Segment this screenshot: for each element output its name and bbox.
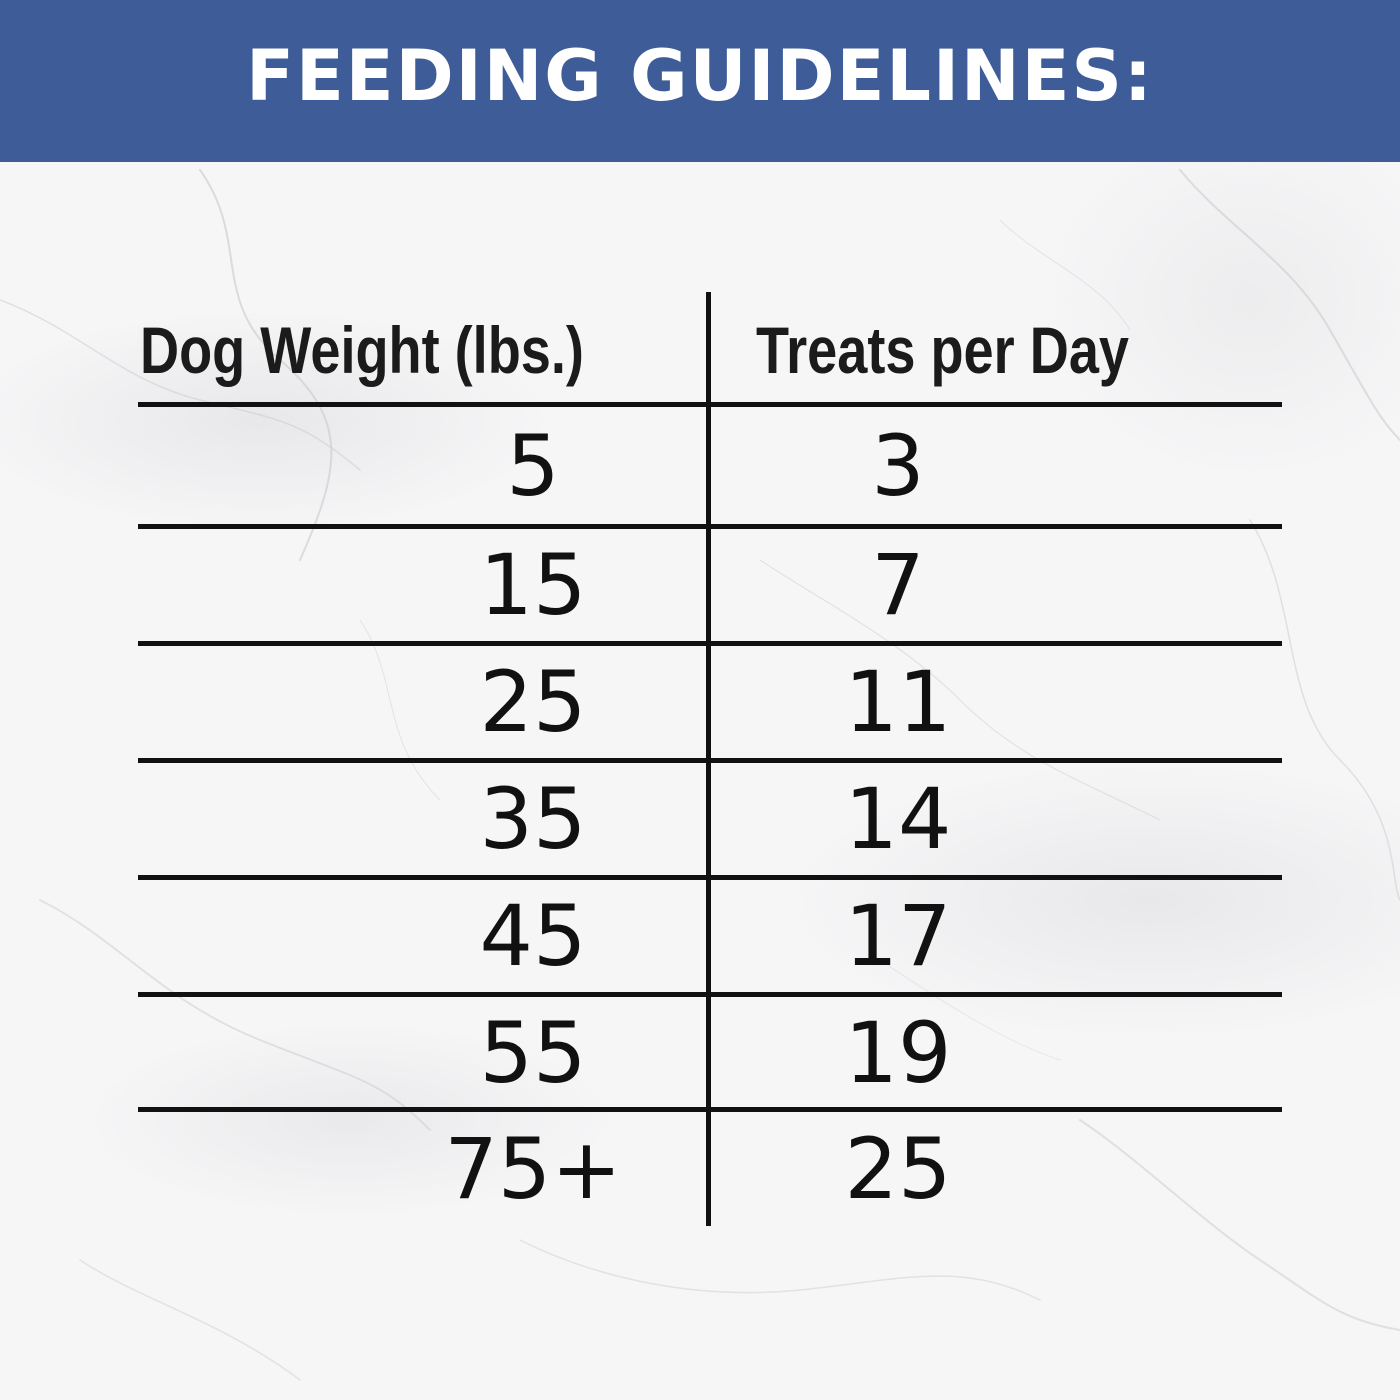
- weight-cell: 25: [479, 652, 587, 751]
- table-row: 35 14: [138, 760, 1282, 877]
- feeding-table: Dog Weight (lbs.) Treats per Day 5 3 15 …: [138, 292, 1282, 1226]
- treats-cell: 7: [871, 535, 925, 634]
- weight-cell: 15: [479, 535, 587, 634]
- weight-cell: 45: [479, 886, 587, 985]
- treats-cell: 19: [844, 1003, 952, 1102]
- weight-cell: 55: [479, 1003, 587, 1102]
- weight-cell: 5: [506, 416, 560, 515]
- treats-cell: 14: [844, 769, 952, 868]
- table-row: 45 17: [138, 877, 1282, 994]
- treats-cell: 25: [844, 1119, 952, 1218]
- treats-cell: 17: [844, 886, 952, 985]
- banner-title: FEEDING GUIDELINES:: [246, 35, 1154, 117]
- weight-cell: 75+: [444, 1119, 622, 1218]
- table-header: Dog Weight (lbs.) Treats per Day: [138, 292, 1282, 404]
- weight-cell: 35: [479, 769, 587, 868]
- header-dog-weight: Dog Weight (lbs.): [140, 313, 584, 387]
- title-banner: FEEDING GUIDELINES:: [0, 0, 1400, 162]
- treats-cell: 11: [844, 652, 952, 751]
- table-row: 5 3: [138, 407, 1282, 524]
- header-treats-per-day: Treats per Day: [756, 313, 1130, 387]
- treats-cell: 3: [871, 416, 925, 515]
- table-row: 55 19: [138, 994, 1282, 1111]
- table-row: 15 7: [138, 526, 1282, 643]
- table-row: 75+ 25: [138, 1110, 1282, 1227]
- column-divider: [706, 292, 711, 1226]
- table-row: 25 11: [138, 643, 1282, 760]
